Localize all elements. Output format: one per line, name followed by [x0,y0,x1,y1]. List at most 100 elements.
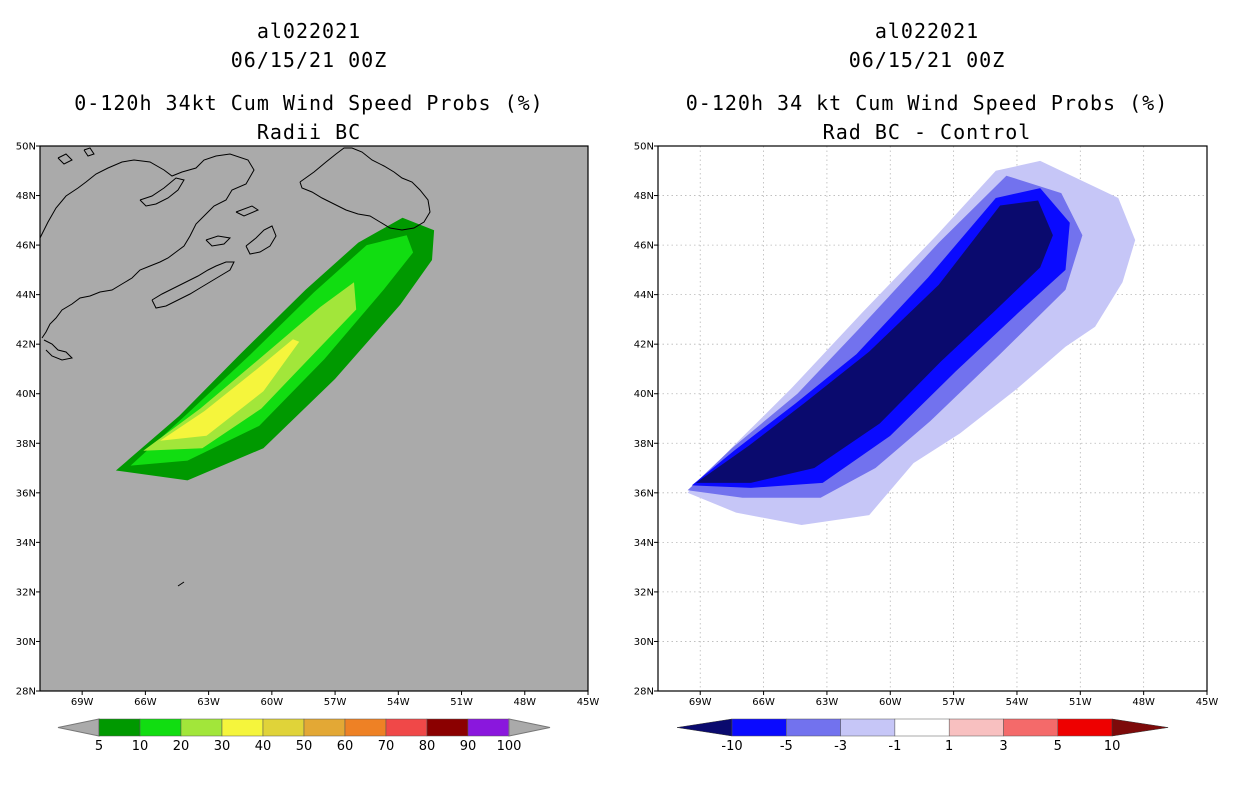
left-colorbar-swatch [344,718,387,737]
left-colorbar-label: 30 [214,739,231,754]
left-coast-cape-breton [245,225,277,255]
left-colorbar-swatch [385,718,428,737]
right-axis-ticks: 69W 66W 63W 60W 57W 54W 51W 48W 45W 50N 48N 46N 44N 4… [634,142,1219,709]
left-x-tick-label: 63W [197,697,220,708]
right-colorbar-swatch [786,718,841,737]
left-coast-pei [205,235,232,247]
left-x-tick-label: 54W [387,697,410,708]
right-colorbar-label: 10 [1104,739,1121,754]
left-y-tick-label: 32N [16,587,36,598]
left-colorbar-low-arrow [57,718,100,737]
right-y-tick-label: 34N [634,538,654,549]
left-colorbar-label: 100 [497,739,522,754]
right-x-tick-label: 48W [1132,697,1155,708]
left-x-tick-label: 66W [134,697,157,708]
left-contour-level-20 [143,282,357,451]
right-colorbar-label: -3 [834,739,847,754]
left-colorbar-swatch [426,718,469,737]
right-colorbar-label: 3 [999,739,1007,754]
left-y-tick-label: 30N [16,637,36,648]
right-y-tick-label: 40N [634,389,654,400]
left-chart-subtitle: Radii BC [256,120,362,144]
right-chart-title: 0-120h 34 kt Cum Wind Speed Probs (%) [685,91,1169,115]
left-coast-nova-scotia [151,261,235,309]
right-datetime: 06/15/21 00Z [848,48,1006,72]
left-y-tick-label: 44N [16,290,36,301]
right-colorbar-label: 1 [945,739,953,754]
left-colorbar-label: 70 [378,739,395,754]
left-colorbar-swatch [303,718,346,737]
right-x-tick-label: 66W [752,697,775,708]
left-map-panel: 69W 66W 63W 60W 57W 54W 51W 48W 45W 50N 48N 46N 44N 4… [16,142,600,709]
right-chart-subtitle: Rad BC - Control [822,120,1032,144]
left-colorbar: 5 10 20 30 40 50 60 70 80 90 100 [57,718,551,754]
left-y-tick-label: 50N [16,142,36,153]
left-coast-mainland [40,153,255,339]
left-coastline [40,147,431,587]
right-difference-contours [687,160,1136,525]
right-x-tick-label: 69W [689,697,712,708]
right-colorbar-low-arrow [676,718,733,737]
left-colorbar-swatch [221,718,264,737]
left-colorbar-swatch [262,718,305,737]
right-y-tick-label: 36N [634,488,654,499]
right-colorbar-label: -1 [888,739,901,754]
left-y-tick-label: 46N [16,241,36,252]
right-map-panel: 69W 66W 63W 60W 57W 54W 51W 48W 45W 50N 48N 46N 44N 4… [634,142,1219,709]
left-y-tick-label: 42N [16,340,36,351]
left-colorbar-label: 10 [132,739,149,754]
left-colorbar-label: 50 [296,739,313,754]
left-coast-newfoundland [299,147,431,231]
left-colorbar-swatch [467,718,510,737]
right-colorbar: -10 -5 -3 -1 1 3 5 10 [676,718,1169,754]
left-map-background [40,146,588,691]
right-colorbar-swatch [1057,718,1113,737]
left-x-tick-label: 48W [513,697,536,708]
right-colorbar-high-arrow [1111,718,1169,737]
left-datetime: 06/15/21 00Z [230,48,388,72]
left-axis-ticks: 69W 66W 63W 60W 57W 54W 51W 48W 45W 50N 48N 46N 44N 4… [16,142,600,709]
left-map-frame [39,145,589,692]
right-y-tick-label: 28N [634,687,654,698]
left-coast-islets-north [57,147,95,165]
right-y-tick-label: 46N [634,241,654,252]
left-colorbar-label: 20 [173,739,190,754]
right-map-frame [657,145,1208,692]
right-y-tick-label: 38N [634,439,654,450]
left-colorbar-swatch [180,718,223,737]
right-x-tick-label: 63W [816,697,839,708]
right-x-tick-label: 51W [1069,697,1092,708]
left-x-tick-label: 69W [71,697,94,708]
left-coast-maine [43,339,74,361]
right-contour-level--10 [696,200,1053,483]
left-colorbar-label: 5 [95,739,103,754]
left-y-tick-label: 40N [16,389,36,400]
right-colorbar-label: 5 [1054,739,1062,754]
right-y-tick-label: 30N [634,637,654,648]
left-coast-anticosti [235,205,260,217]
left-y-tick-label: 34N [16,538,36,549]
left-probability-contours [115,217,435,481]
right-colorbar-swatch [894,718,950,737]
left-y-tick-label: 38N [16,439,36,450]
right-colorbar-swatch [948,718,1004,737]
left-chart-title: 0-120h 34kt Cum Wind Speed Probs (%) [74,91,544,115]
left-coast-gaspe [139,177,185,207]
right-y-tick-label: 44N [634,290,654,301]
right-y-tick-label: 48N [634,191,654,202]
left-colorbar-swatch [139,718,182,737]
left-y-tick-label: 36N [16,488,36,499]
left-x-tick-label: 51W [450,697,473,708]
right-x-tick-label: 54W [1006,697,1029,708]
left-storm-id: al022021 [256,19,362,43]
left-x-tick-label: 57W [324,697,347,708]
right-storm-id: al022021 [874,19,980,43]
left-colorbar-label: 90 [460,739,477,754]
left-y-tick-label: 28N [16,687,36,698]
right-x-tick-label: 60W [879,697,902,708]
left-colorbar-swatch [98,718,141,737]
right-x-tick-label: 45W [1196,697,1219,708]
right-y-tick-label: 32N [634,587,654,598]
left-small-island [177,581,185,587]
